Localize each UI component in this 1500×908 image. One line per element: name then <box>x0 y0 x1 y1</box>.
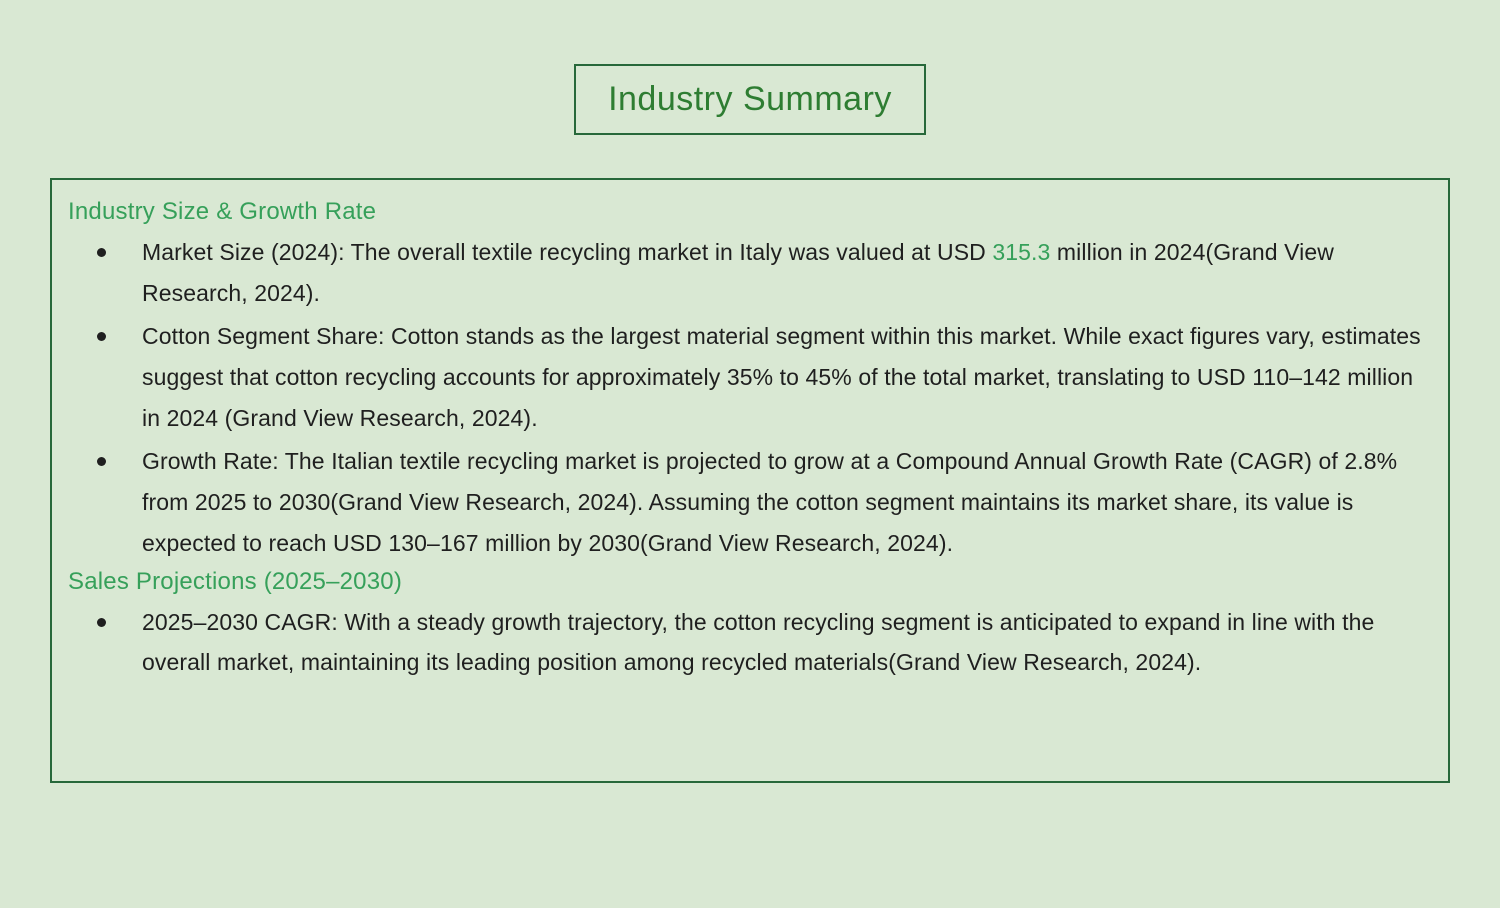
bullet-item-cagr: 2025–2030 CAGR: With a steady growth tra… <box>66 602 1424 684</box>
bullet-text: 2025–2030 CAGR: With a steady growth tra… <box>142 608 1375 676</box>
bullet-item-growth-rate: Growth Rate: The Italian textile recycli… <box>66 441 1424 564</box>
highlight-value: 315.3 <box>992 239 1051 265</box>
bullet-text-part: Market Size (2024): The overall textile … <box>142 239 993 265</box>
bullet-item-cotton-segment-share: Cotton Segment Share: Cotton stands as t… <box>66 316 1424 439</box>
bullet-list-industry-size: Market Size (2024): The overall textile … <box>66 232 1424 564</box>
bullet-dot <box>97 456 106 466</box>
bullet-dot <box>97 248 106 257</box>
bullet-text: Cotton Segment Share: Cotton stands as t… <box>142 322 1421 431</box>
section-heading-sales-projections: Sales Projections (2025–2030) <box>68 567 403 595</box>
bullet-dot <box>97 617 106 627</box>
bullet-text: Growth Rate: The Italian textile recycli… <box>142 447 1398 556</box>
page-title: Industry Summary <box>608 80 892 118</box>
section-heading-industry-size: Industry Size & Growth Rate <box>68 198 377 225</box>
bullet-text: Market Size (2024): The overall textile … <box>142 232 1424 314</box>
bullet-text-part: million in 2024(Grand View Research, 202… <box>142 239 1334 306</box>
bullet-dot <box>97 331 106 341</box>
bullet-item-market-size: Market Size (2024): The overall textile … <box>66 232 1424 314</box>
slide-background: Industry Summary Industry Size & Growth … <box>0 64 1500 908</box>
title-box: Industry Summary <box>574 64 926 135</box>
bullet-list-sales-projections: 2025–2030 CAGR: With a steady growth tra… <box>66 602 1424 684</box>
content-panel: Industry Size & Growth Rate Market Size … <box>50 178 1450 783</box>
